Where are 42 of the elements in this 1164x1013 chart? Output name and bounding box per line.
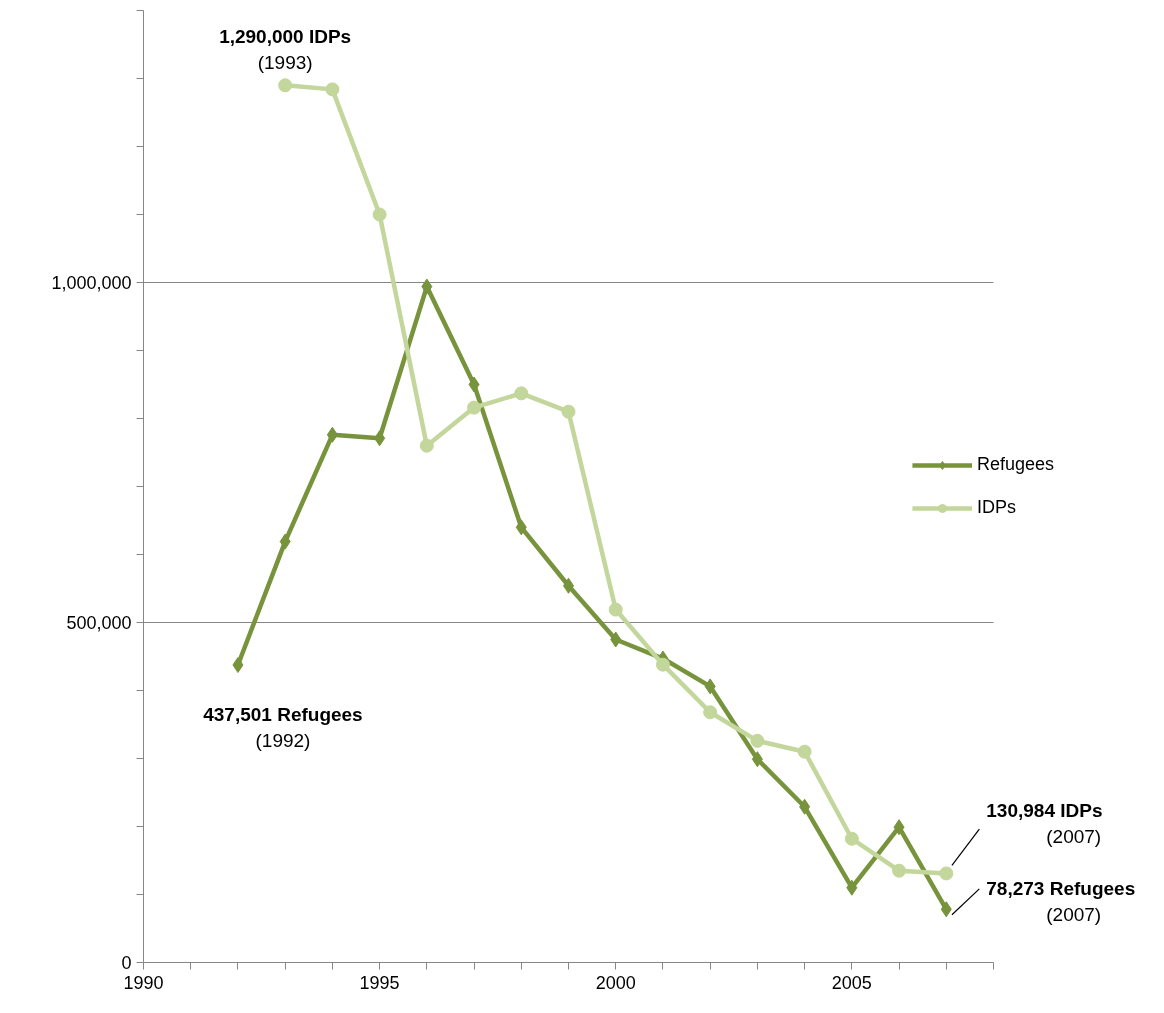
point — [326, 426, 338, 443]
annotation: 130,984 IDPs (2007) — [986, 800, 1103, 848]
point — [421, 278, 433, 295]
point — [703, 705, 718, 720]
point — [467, 400, 482, 415]
point — [374, 430, 386, 447]
point — [751, 751, 763, 768]
point — [844, 831, 859, 846]
point — [893, 819, 905, 836]
point — [278, 78, 293, 93]
point — [325, 82, 340, 97]
y-tick-label: 1,000,000 — [51, 273, 132, 293]
x-tick-label: 2005 — [831, 972, 872, 993]
point — [372, 207, 387, 222]
point — [704, 678, 716, 695]
point — [515, 519, 527, 536]
point — [608, 602, 623, 617]
y-tick-label: 0 — [121, 953, 132, 973]
point — [892, 863, 907, 878]
point — [799, 798, 811, 815]
point — [750, 733, 765, 748]
annotation: 437,501 Refugees (1992) — [203, 704, 363, 751]
point — [468, 376, 480, 393]
y-tick-label: 500,000 — [66, 613, 132, 633]
annotation: 1,290,000 IDPs (1993) — [219, 26, 352, 74]
point — [561, 404, 576, 419]
x-tick-label: 1990 — [123, 972, 164, 993]
point — [655, 657, 670, 672]
legend-label: IDPs — [976, 497, 1016, 518]
point — [232, 657, 244, 673]
legend-label: Refugees — [976, 454, 1054, 475]
annotation: 78,273 Refugees (2007) — [986, 878, 1136, 926]
point — [846, 879, 858, 896]
point — [939, 866, 954, 881]
point — [610, 631, 622, 648]
point — [279, 533, 291, 550]
x-tick-label: 1995 — [359, 972, 400, 993]
point — [419, 438, 434, 453]
point — [514, 386, 529, 401]
point — [940, 901, 952, 918]
point — [797, 744, 812, 759]
x-tick-label: 2000 — [595, 972, 636, 993]
